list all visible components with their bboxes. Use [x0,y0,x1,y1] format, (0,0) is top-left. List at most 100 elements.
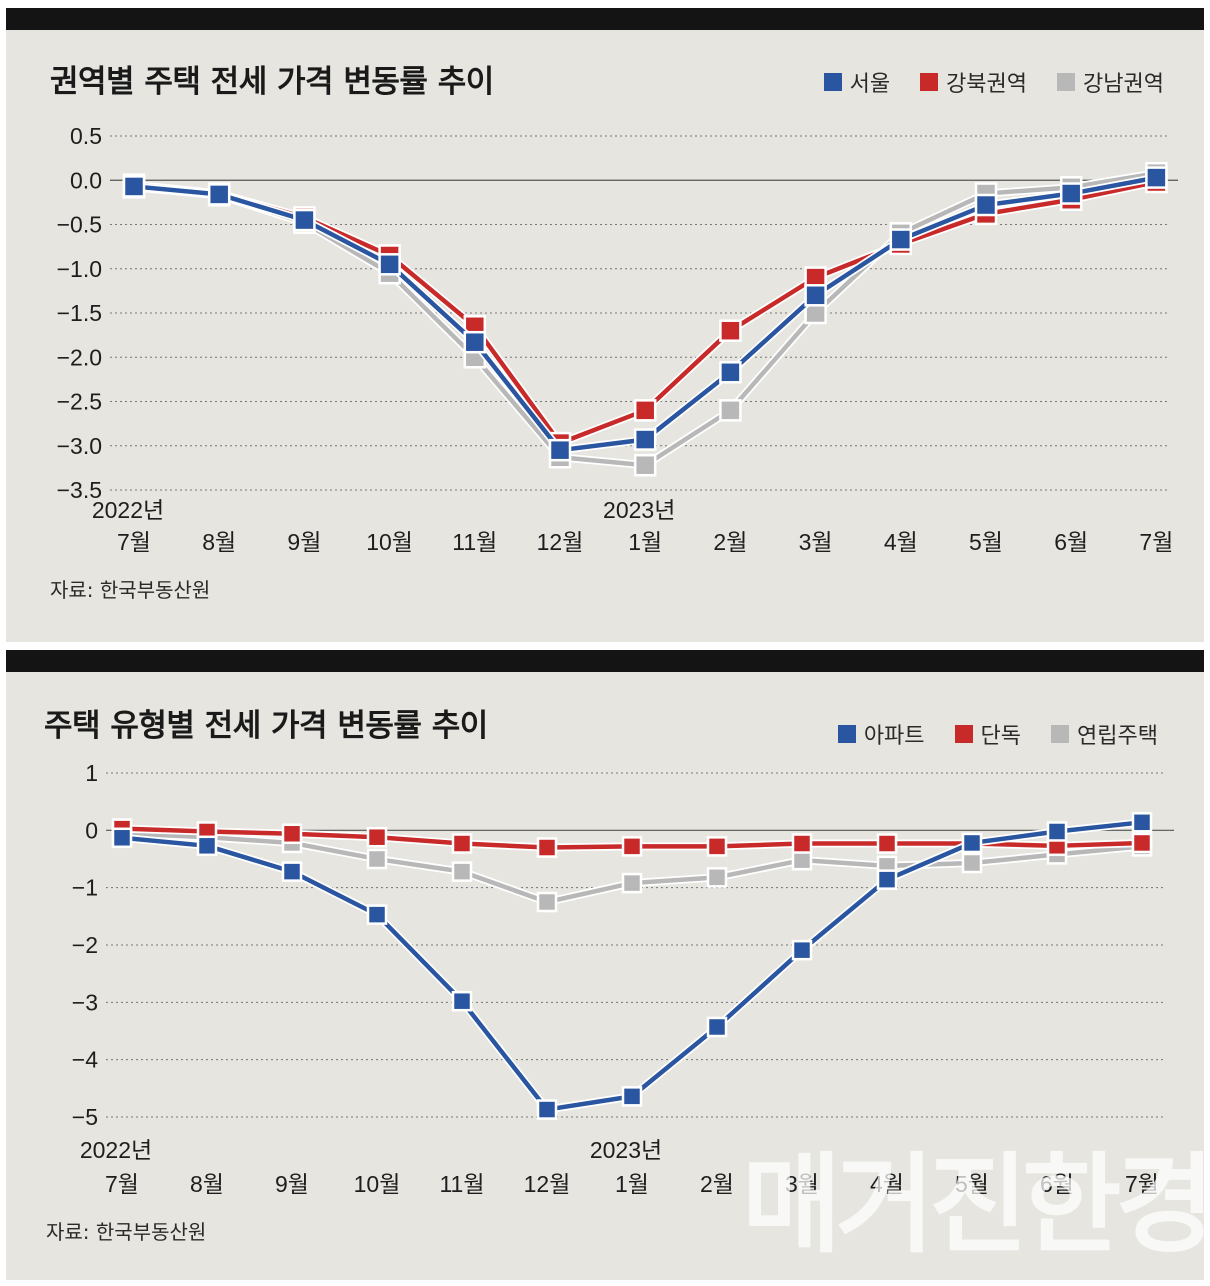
y-tick-label: 0.0 [70,167,102,193]
data-point-blue [974,193,998,217]
data-point-gray [791,849,813,871]
legend-label: 강남권역 [1083,72,1164,97]
x-tick-label: 10월 [366,529,413,555]
data-point-gray [633,453,657,477]
y-tick-label: 0 [85,817,98,843]
legend-swatch-gray [1051,725,1070,743]
y-tick-label: −0.5 [57,212,102,238]
data-point-blue [1145,166,1168,189]
x-tick-label: 1월 [628,529,662,555]
x-tick-label: 6월 [1054,529,1088,555]
x-tick-label: 11월 [452,529,497,555]
data-point-red [706,836,728,857]
data-point-blue [293,208,316,232]
data-point-red [876,833,898,854]
data-point-gray [451,861,473,882]
series-line-blue [121,820,1143,1112]
x-tick-label: 8월 [202,529,236,555]
y-tick-label: −1.5 [57,300,102,326]
data-point-gray [706,867,728,888]
legend-item-detached: 단독 [954,718,1021,750]
x-tick-label: 9월 [275,1171,309,1197]
data-point-blue [1059,182,1083,205]
line-chart-housing-type: 1 0 −1 −2 −3 −4 −5 7월 8월 9월 10월 11월 12월 1월 2월 3월 4월 5월 6월 7… [72,760,1174,1197]
line-chart-region: 0.5 0.0 −0.5 −1.0 −1.5 −2.0 −2.5 −3.0 −3.5 7월 8월 9월… [57,123,1178,555]
panel-top-bar [6,8,1204,30]
y-tick-label: −2.5 [57,389,102,415]
x-tick-label: 7월 [105,1171,139,1197]
y-tick-label: −1.0 [57,256,102,282]
data-point-blue [196,835,218,857]
data-point-blue [804,284,827,307]
y-tick-label: −2.0 [57,344,102,370]
legend-item-seoul: 서울 [823,66,891,98]
chart-title: 주택 유형별 전세 가격 변동률 추이 [44,708,488,744]
data-point-blue [463,330,487,354]
data-point-blue [548,438,572,462]
legend-label: 연립주택 [1077,724,1158,749]
data-point-blue [281,861,303,882]
data-point-red [281,823,303,845]
data-point-blue [706,1016,728,1038]
y-tick-label: −3.0 [57,433,102,459]
data-point-blue [536,1099,558,1120]
source-note: 자료: 한국부동산원 [46,1220,207,1244]
year-label: 2023년 [590,1137,662,1163]
legend-item-gangbuk: 강북권역 [920,66,1027,98]
x-tick-label: 9월 [287,529,321,555]
data-point-red [451,833,473,854]
x-tick-label: 4월 [870,1171,904,1197]
legend-label: 아파트 [863,724,925,749]
x-tick-label: 7월 [117,529,151,555]
legend-swatch-blue [823,73,842,91]
x-tick-label: 2월 [700,1171,734,1197]
data-point-blue [378,253,401,276]
y-tick-label: −3.5 [57,477,102,503]
chart-panel-housing-type: 주택 유형별 전세 가격 변동률 추이 아파트 단독 연립주택 1 0 −1 −2 −3… [6,650,1204,1280]
year-label: 2022년 [80,1137,152,1163]
x-tick-label: 10월 [354,1171,401,1197]
legend-swatch-blue [837,725,856,743]
x-tick-label: 12월 [524,1171,571,1197]
data-point-blue [621,1086,643,1107]
x-tick-label: 7월 [1139,529,1173,555]
data-point-blue [451,990,473,1012]
x-tick-label: 5월 [969,529,1003,555]
data-point-blue [791,939,813,961]
data-point-blue [1131,812,1153,833]
data-point-red [366,826,388,848]
legend-item-apartment: 아파트 [837,718,925,750]
x-tick-label: 12월 [537,529,584,555]
data-point-blue [366,904,388,925]
y-tick-label: −3 [72,989,98,1015]
legend-swatch-red [920,73,939,91]
data-point-gray [366,848,388,870]
data-point-red [791,833,813,854]
x-tick-label: 2월 [713,529,747,555]
x-tick-label: 11월 [439,1171,484,1197]
x-tick-label: 3월 [785,1171,819,1197]
legend: 서울 강북권역 강남권역 [823,66,1164,98]
data-point-blue [207,183,231,206]
data-point-gray [621,872,643,894]
legend-swatch-gray [1057,73,1076,91]
y-tick-label: 0.5 [70,123,102,149]
data-point-red [536,837,558,858]
x-tick-label: 8월 [190,1171,224,1197]
chart-panel-region: 권역별 주택 전세 가격 변동률 추이 서울 강북권역 강남권역 0.5 0.0 −… [6,8,1204,642]
data-point-blue [961,832,983,854]
y-tick-label: −2 [72,932,98,958]
legend: 아파트 단독 연립주택 [837,718,1158,750]
legend-label: 서울 [849,72,891,97]
data-point-blue [1046,821,1068,842]
legend-swatch-red [954,725,973,743]
data-point-blue [889,228,913,251]
x-tick-label: 1월 [615,1171,649,1197]
panel-top-bar [6,650,1204,672]
y-tick-label: 1 [85,760,98,786]
data-point-gray [536,891,558,913]
data-point-red [719,319,742,342]
data-point-red [1131,832,1153,854]
data-point-blue [633,428,657,451]
y-tick-label: −1 [72,875,98,901]
